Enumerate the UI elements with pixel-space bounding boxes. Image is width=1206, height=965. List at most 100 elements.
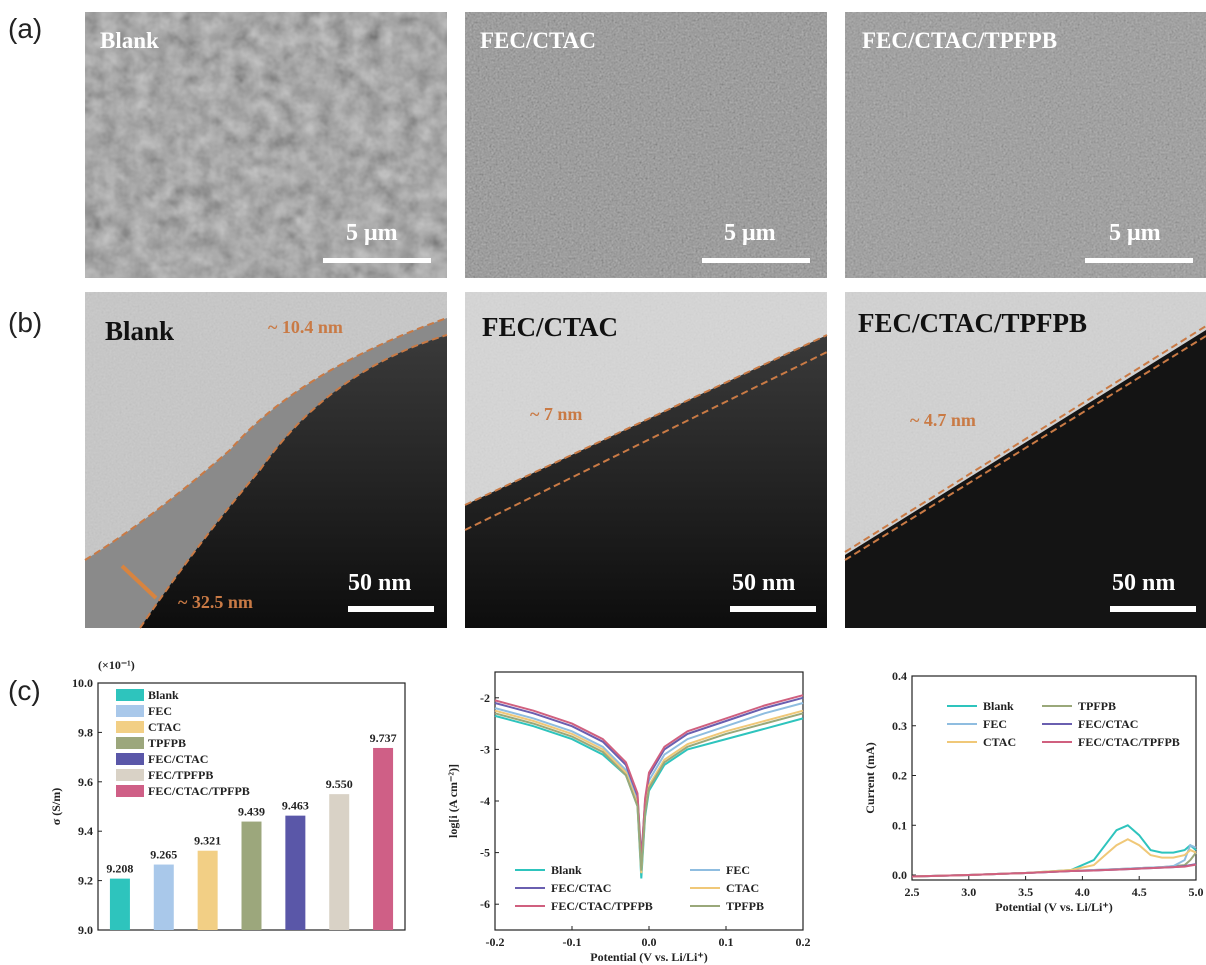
image-label: FEC/CTAC/TPFPB [858, 308, 1087, 338]
legend-label: FEC/TPFPB [148, 768, 213, 782]
scale-bar-label: 50 nm [1112, 570, 1175, 596]
value-label: 9.265 [150, 848, 177, 862]
bar [154, 865, 174, 930]
bar [373, 748, 393, 930]
bar [242, 822, 262, 930]
image-label: Blank [105, 316, 174, 346]
legend-swatch [116, 753, 144, 765]
image-label: FEC/CTAC [482, 312, 618, 342]
x-tick-label: 0.0 [642, 935, 657, 949]
x-tick-label: 4.5 [1132, 885, 1147, 899]
x-tick-label: 0.2 [796, 935, 811, 949]
legend-swatch [116, 689, 144, 701]
scale-note: (×10⁻¹) [98, 658, 135, 672]
y-tick-label: 0.0 [892, 868, 907, 882]
legend-swatch [116, 705, 144, 717]
panel-label: (a) [8, 13, 42, 44]
annotation: ~ 7 nm [530, 404, 582, 424]
scale-bar-label: 5 μm [1109, 220, 1161, 246]
y-tick-label: 9.0 [78, 923, 93, 937]
x-tick-label: 5.0 [1189, 885, 1204, 899]
value-label: 9.463 [282, 799, 309, 813]
panel-label: (c) [8, 675, 41, 706]
annotation: ~ 4.7 nm [910, 410, 976, 430]
legend-label: FEC/CTAC [148, 752, 208, 766]
y-tick-label: -2 [480, 691, 490, 705]
legend-label: FEC [726, 863, 750, 877]
y-tick-label: 9.4 [78, 824, 93, 838]
legend-swatch [116, 785, 144, 797]
y-tick-label: -3 [480, 742, 490, 756]
legend-label: FEC/CTAC/TPFPB [148, 784, 250, 798]
bar [285, 816, 305, 930]
x-tick-label: 3.5 [1018, 885, 1033, 899]
tem-image: Blank ~ 10.4 nm ~ 32.5 nm 50 nm [85, 292, 447, 628]
line-series [495, 716, 803, 879]
legend-swatch [116, 721, 144, 733]
x-tick-label: -0.2 [486, 935, 505, 949]
x-tick-label: 2.5 [905, 885, 920, 899]
legend-label: Blank [551, 863, 582, 877]
y-tick-label: 9.2 [78, 874, 93, 888]
tem-image: FEC/CTAC ~ 7 nm 50 nm [465, 292, 827, 628]
y-tick-label: 9.6 [78, 775, 93, 789]
line-series [495, 713, 803, 870]
legend-label: FEC/CTAC [551, 881, 611, 895]
figure: (a) (b) (c) Blank 5 μm FEC/CTAC 5 μm FEC… [0, 0, 1206, 965]
legend-label: CTAC [148, 720, 181, 734]
image-label: FEC/CTAC/TPFPB [862, 28, 1057, 53]
legend-label: FEC [148, 704, 172, 718]
legend-label: TPFPB [726, 899, 764, 913]
y-tick-label: -5 [480, 846, 490, 860]
value-label: 9.737 [370, 731, 397, 745]
charts: 9.09.29.49.69.810.0σ (S/m)(×10⁻¹)9.2089.… [49, 658, 1204, 964]
scale-bar-label: 50 nm [348, 570, 411, 596]
x-tick-label: 0.1 [719, 935, 734, 949]
panel-label: (b) [8, 307, 42, 338]
y-tick-label: 0.2 [892, 769, 907, 783]
legend-label: FEC/CTAC/TPFPB [1078, 735, 1180, 749]
y-tick-label: 0.1 [892, 818, 907, 832]
legend-label: FEC/CTAC/TPFPB [551, 899, 653, 913]
y-axis-label: Current (mA) [863, 742, 877, 813]
value-label: 9.208 [106, 862, 133, 876]
x-axis-label: Potential (V vs. Li/Li⁺) [995, 900, 1112, 914]
legend-label: Blank [148, 688, 179, 702]
y-tick-label: 9.8 [78, 725, 93, 739]
x-tick-label: -0.1 [563, 935, 582, 949]
value-label: 9.550 [326, 777, 353, 791]
scale-bar-label: 50 nm [732, 570, 795, 596]
x-axis-label: Potential (V vs. Li/Li⁺) [590, 950, 707, 964]
legend-label: FEC [983, 717, 1007, 731]
bar [329, 794, 349, 930]
y-tick-label: -6 [480, 897, 490, 911]
y-tick-label: 0.4 [892, 669, 907, 683]
scale-bar-label: 5 μm [346, 220, 398, 246]
y-tick-label: 10.0 [72, 676, 93, 690]
tem-image: FEC/CTAC/TPFPB ~ 4.7 nm 50 nm [845, 292, 1206, 628]
legend-label: CTAC [726, 881, 759, 895]
sem-image: FEC/CTAC/TPFPB 5 μm [845, 12, 1206, 278]
legend-label: TPFPB [1078, 699, 1116, 713]
image-label: Blank [100, 28, 159, 53]
bar [110, 879, 130, 930]
x-tick-label: 4.0 [1075, 885, 1090, 899]
legend-label: CTAC [983, 735, 1016, 749]
legend-label: TPFPB [148, 736, 186, 750]
sem-image: FEC/CTAC 5 μm [465, 12, 827, 278]
legend-label: FEC/CTAC [1078, 717, 1138, 731]
bar [198, 851, 218, 930]
y-tick-label: -4 [480, 794, 490, 808]
value-label: 9.321 [194, 834, 221, 848]
annotation: ~ 10.4 nm [268, 317, 343, 337]
x-tick-label: 3.0 [961, 885, 976, 899]
image-label: FEC/CTAC [480, 28, 596, 53]
legend-swatch [116, 769, 144, 781]
legend-swatch [116, 737, 144, 749]
annotation: ~ 32.5 nm [178, 592, 253, 612]
sem-image: Blank 5 μm [85, 12, 447, 278]
legend-label: Blank [983, 699, 1014, 713]
value-label: 9.439 [238, 805, 265, 819]
y-axis-label: log[i (A cm⁻²)] [446, 764, 460, 838]
scale-bar-label: 5 μm [724, 220, 776, 246]
